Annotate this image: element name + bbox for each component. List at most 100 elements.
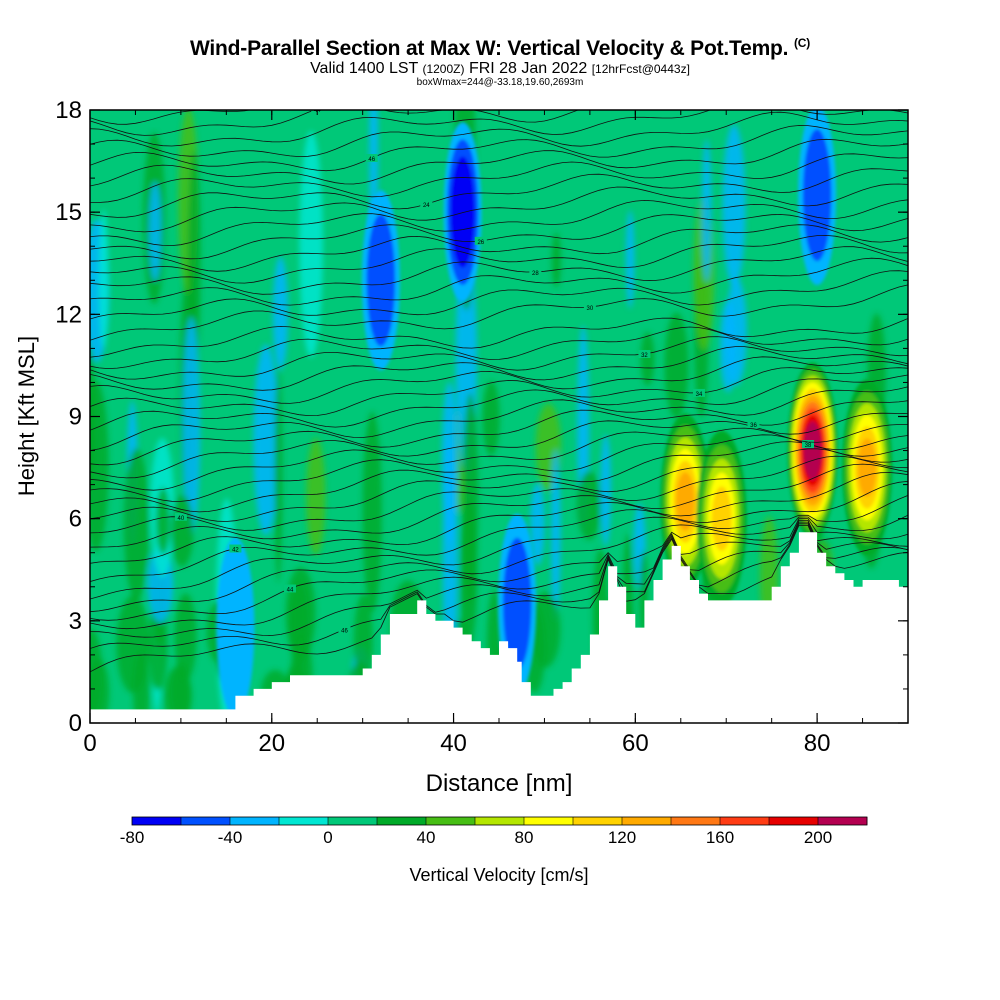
field-streak	[306, 438, 326, 555]
theta-label-text: 40	[178, 516, 185, 522]
field-streak	[600, 434, 612, 547]
valid-local-time: Valid 1400 LST	[310, 60, 418, 77]
theta-contours: 4644424038363432302826244644	[90, 110, 908, 673]
x-axis: 0 20 40 60 80	[83, 110, 909, 757]
theta-contour-line	[90, 367, 908, 417]
field-low-streak	[90, 628, 103, 719]
field-streak	[170, 494, 194, 567]
theta-label-text: 30	[587, 306, 594, 312]
theta-contour-line	[90, 270, 908, 320]
theta-contour-line	[90, 168, 908, 218]
theta-label-text: 46	[341, 628, 348, 634]
y-tick-label: 0	[69, 710, 82, 737]
colorbar-swatch	[818, 817, 868, 825]
theta-contour-label: 32	[638, 349, 651, 359]
colorbar-swatch	[671, 817, 721, 825]
theta-contour-line	[90, 138, 908, 187]
colorbar-tick-label: 80	[515, 828, 534, 847]
field-streak	[272, 256, 289, 371]
theta-contour-line	[90, 199, 908, 247]
colorbar-swatch	[328, 817, 378, 825]
y-tick-label: 6	[69, 506, 82, 533]
field-streak	[299, 130, 323, 358]
forecast-info: [12hrFcst@0443z]	[591, 62, 690, 76]
theta-contour-label: 46	[365, 153, 378, 163]
x-axis-label: Distance [nm]	[426, 770, 573, 797]
x-tick-label: 60	[622, 730, 649, 757]
theta-contour-line	[90, 386, 908, 451]
theta-label-text: 36	[750, 423, 757, 429]
theta-contour-line	[90, 455, 908, 534]
downdraft-core	[502, 537, 532, 670]
title-units: (C)	[793, 36, 811, 50]
field-streak	[253, 344, 279, 536]
colorbar-swatch	[769, 817, 819, 825]
downdraft-core	[216, 537, 255, 718]
valid-date: FRI 28 Jan 2022	[468, 60, 588, 77]
theta-contour-line	[90, 257, 908, 306]
box-info-line: boxWmax=244@-33.18,19.60,2693m	[0, 77, 1000, 88]
theta-contour-line	[90, 284, 908, 341]
field-streak	[156, 487, 171, 555]
field-low-streak	[530, 591, 561, 668]
theta-contour-line	[90, 125, 908, 172]
y-tick-label: 9	[69, 404, 82, 431]
theta-label-text: 44	[287, 587, 294, 593]
theta-label-text: 26	[477, 240, 484, 246]
colorbar-swatch	[524, 817, 574, 825]
theta-label-text: 34	[696, 392, 703, 398]
theta-contour-line	[90, 523, 908, 649]
colorbar-tick-label: 160	[706, 828, 734, 847]
theta-contour-line	[90, 110, 580, 136]
chart-title: Wind-Parallel Section at Max W: Vertical…	[0, 36, 1000, 61]
theta-contour-line	[90, 434, 908, 502]
theta-contour-line	[90, 480, 908, 582]
theta-label-text: 32	[641, 353, 648, 359]
colorbar-swatch	[720, 817, 770, 825]
field-cores	[216, 110, 893, 718]
theta-contour-label: 46	[338, 625, 351, 634]
y-axis-label: Height [Kft MSL]	[14, 336, 39, 496]
theta-contour-line	[90, 153, 908, 203]
field-streak	[98, 209, 109, 349]
colorbar: -80 -40 0 40 80 120 160 200	[120, 816, 868, 847]
theta-label-text: 38	[805, 443, 812, 449]
x-tick-label: 0	[83, 730, 96, 757]
theta-contour-line	[90, 472, 908, 564]
field-streak	[274, 369, 283, 582]
theta-contour-label: 38	[802, 440, 815, 449]
field-streak	[90, 380, 109, 552]
field-streak	[640, 331, 655, 386]
field-streak	[722, 124, 746, 287]
terrain-fill	[90, 532, 908, 723]
updraft-core	[711, 486, 732, 551]
theta-contour-line	[90, 346, 908, 391]
theta-contour-line	[90, 495, 908, 600]
theta-label-text: 24	[423, 203, 430, 209]
field-low-streak	[174, 593, 197, 682]
field-streak	[123, 448, 149, 601]
colorbar-swatch	[279, 817, 329, 825]
theta-contour-line	[90, 214, 908, 260]
x-tick-label: 40	[440, 730, 467, 757]
theta-label-text: 28	[532, 271, 539, 277]
updraft-core	[805, 428, 820, 474]
colorbar-frame	[131, 816, 868, 826]
colorbar-label: Vertical Velocity [cm/s]	[409, 865, 588, 885]
colorbar-tick-label: 200	[804, 828, 832, 847]
colorbar-tick-label: 120	[608, 828, 636, 847]
colorbar-swatch	[573, 817, 623, 825]
field-streak	[362, 411, 382, 613]
theta-contour-label: 26	[474, 236, 487, 246]
x-tick-label: 20	[258, 730, 285, 757]
colorbar-tick-label: -40	[218, 828, 243, 847]
theta-contour-line	[90, 441, 908, 513]
x-tick-label: 80	[804, 730, 831, 757]
valid-utc-time: (1200Z)	[422, 62, 465, 76]
theta-contour-line	[90, 374, 908, 431]
colorbar-tick-label: 40	[417, 828, 436, 847]
colorbar-swatch	[181, 817, 231, 825]
chart-title-text: Wind-Parallel Section at Max W: Vertical…	[189, 37, 789, 60]
colorbar-swatch	[426, 817, 476, 825]
